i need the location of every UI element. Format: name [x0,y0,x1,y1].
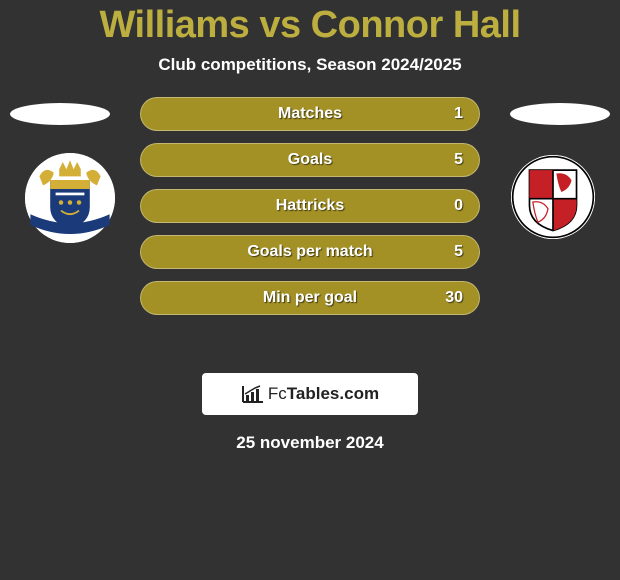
stat-row-goals: Goals 5 [140,143,480,177]
stat-value: 0 [454,197,463,215]
brand-box[interactable]: FcTables.com [202,373,418,415]
stat-label: Goals [288,151,332,169]
stat-value: 1 [454,105,463,123]
bar-chart-icon [241,384,265,404]
stat-row-goals-per-match: Goals per match 5 [140,235,480,269]
club-crest-right [511,155,595,239]
brand-text: FcTables.com [268,384,379,404]
club-crest-left [25,153,115,243]
stat-row-matches: Matches 1 [140,97,480,131]
stat-value: 5 [454,151,463,169]
date-text: 25 november 2024 [0,433,620,453]
stat-row-min-per-goal: Min per goal 30 [140,281,480,315]
stat-row-hattricks: Hattricks 0 [140,189,480,223]
stat-label: Min per goal [263,289,357,307]
subtitle: Club competitions, Season 2024/2025 [0,55,620,75]
stats-list: Matches 1 Goals 5 Hattricks 0 Goals per … [140,97,480,327]
player-ellipse-left [10,103,110,125]
stat-label: Hattricks [276,197,344,215]
stat-value: 30 [445,289,463,307]
player-ellipse-right [510,103,610,125]
stat-label: Goals per match [247,243,372,261]
page-title: Williams vs Connor Hall [0,4,620,47]
stat-value: 5 [454,243,463,261]
stat-label: Matches [278,105,342,123]
